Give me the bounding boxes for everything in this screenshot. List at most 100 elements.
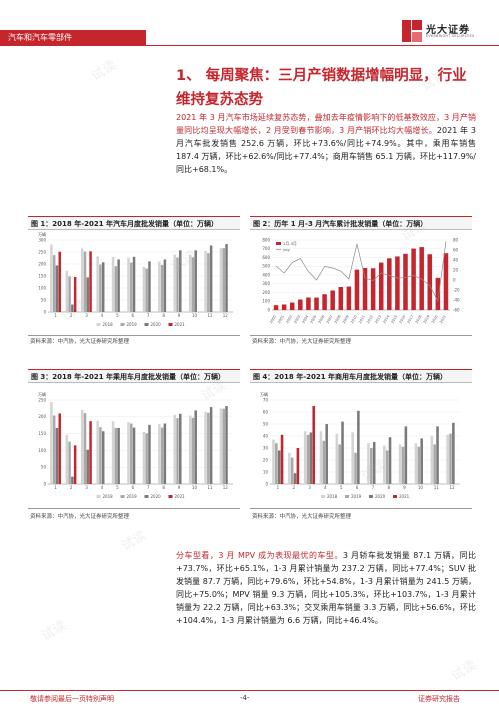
y-tick-label: 0: [43, 481, 46, 486]
bar-2020-10: [420, 438, 423, 484]
bar-2018-6: [127, 257, 130, 312]
logo-subtext: EVERBRIGHT SECURITIES: [426, 34, 475, 38]
legend-label-2021: 2021: [399, 494, 410, 499]
x-tick-label: 7: [147, 485, 150, 490]
x-tick-label: 2005: [309, 315, 317, 325]
paragraph-2-body: 3 月轿车批发销量 87.1 万辆，同比+73.7%，环比+65.1%，1-3 …: [176, 551, 477, 625]
legend-label-2021: 2021: [175, 322, 186, 327]
bar-2020-2: [71, 304, 74, 312]
bar-2020-5: [117, 427, 120, 484]
paragraph-2-highlight: 分车型看，3 月 MPV 成为表现最优的车型。: [176, 551, 343, 560]
x-tick-label: 6: [132, 485, 135, 490]
bar-2018-4: [319, 431, 323, 484]
x-tick-label: 2: [70, 485, 73, 490]
bar-2019-2: [68, 276, 71, 312]
figure-1-source: 资料来源：中汽协，光大证券研究所整理: [30, 339, 130, 345]
bar-2000: [273, 305, 279, 310]
figure-2-chart: 0 100 200 300 400 500 600 700 800 -60 -40 -20 0 20 40 6…: [262, 237, 460, 325]
x-tick-label: 4: [101, 485, 104, 490]
bar-2017: [411, 248, 416, 310]
legend-label-2019: 2019: [351, 494, 362, 499]
legend-label-2020: 2020: [151, 494, 162, 499]
bar-2019-7: [370, 448, 373, 484]
legend-swatch-2021: [393, 495, 397, 498]
bar-2021-3: [89, 251, 92, 312]
section-tag: 汽车和汽车零部件: [0, 30, 146, 46]
y-tick-label: 300: [38, 237, 46, 242]
x-tick-label: 10: [418, 485, 424, 490]
legend-swatch-bars: [276, 242, 281, 245]
legend-swatch-2019: [345, 495, 349, 498]
paragraph-1-highlight: 2021 年 3 月汽车市场延续复苏态势，叠加去年疫情影响下的低基数效应，3 月…: [176, 113, 476, 135]
bar-2020-11: [209, 245, 213, 312]
bar-2019-2: [290, 457, 294, 484]
figure-1-rule: [28, 335, 240, 336]
y-tick-label: 0: [265, 481, 268, 486]
x-tick-label: 5: [116, 485, 119, 490]
bar-2019-2: [68, 441, 71, 484]
bar-2019-3: [83, 413, 87, 484]
bar-2020-9: [179, 250, 182, 312]
bar-2019-1: [52, 415, 56, 484]
x-tick-label: 3: [308, 485, 311, 490]
bar-2020-5: [117, 259, 120, 312]
y-tick-label: 50: [263, 421, 269, 426]
x-tick-label: 4: [101, 313, 104, 318]
bar-2011: [362, 268, 368, 310]
bar-2020-7: [148, 261, 151, 312]
bar-2021-2: [73, 276, 77, 312]
x-tick-label: 6: [356, 485, 359, 490]
y-tick-label: 40: [263, 433, 269, 438]
x-tick-label: 5: [340, 485, 343, 490]
y-tick-label: 50: [41, 297, 47, 302]
bar-2020-2: [293, 473, 297, 484]
bar-2020-9: [179, 413, 182, 484]
bar-2019-7: [145, 433, 148, 484]
bar-2019-10: [417, 446, 421, 484]
y-axis-unit: 万辆: [38, 391, 46, 397]
figure-2-title: 图 2：历年 1 月-3 月汽车累计批发销量（单位：万辆）: [250, 216, 472, 230]
x-tick-label: 2014: [382, 314, 390, 324]
bar-2019-1: [275, 443, 278, 484]
y-tick-label: 10: [263, 469, 269, 474]
y-right-tick-label: -20: [453, 287, 460, 292]
bar-2019-1: [52, 255, 56, 312]
footer-rule: [0, 690, 499, 691]
x-tick-label: 2009: [342, 315, 350, 325]
legend-swatch-2021: [168, 495, 173, 498]
bar-2018-7: [142, 266, 146, 312]
legend-label-2019: 2019: [127, 322, 138, 327]
bar-2020-10: [194, 250, 197, 312]
footer-report-type: 证券研究报告: [418, 695, 460, 703]
legend-swatch-2021: [168, 323, 173, 326]
bar-2020-9: [404, 426, 408, 484]
bar-2018-7: [367, 443, 370, 484]
footer-disclaimer-link[interactable]: 敬请参阅最后一页特别声明: [30, 695, 114, 703]
bar-2018-5: [111, 257, 115, 312]
x-tick-label: 2003: [293, 315, 301, 325]
legend-label-bars: 1月-3月: [283, 241, 297, 246]
x-tick-label: 5: [116, 313, 119, 318]
bar-2019-5: [114, 266, 118, 312]
figure-1-title: 图 1：2018 年-2021 年汽车月度批发销量（单位：万辆）: [28, 216, 240, 230]
x-tick-label: 3: [85, 485, 88, 490]
x-tick-label: 11: [207, 313, 213, 318]
x-tick-label: 12: [223, 313, 229, 318]
x-tick-label: 1: [54, 313, 57, 318]
bar-2020-12: [225, 244, 228, 312]
x-tick-label: 8: [162, 485, 165, 490]
bar-2019-3: [83, 251, 87, 312]
bar-2013: [378, 262, 384, 310]
bar-2020-3: [309, 432, 313, 484]
bar-2020-4: [101, 431, 105, 484]
watermark-text: 试读: [88, 58, 120, 85]
bar-2019-8: [160, 264, 164, 312]
x-tick-label: 2002: [285, 315, 293, 325]
bar-2021-1: [58, 251, 61, 312]
bar-2002: [289, 302, 295, 310]
bar-2018-1: [50, 244, 53, 312]
bar-2019-6: [130, 423, 133, 484]
y-tick-label: 250: [38, 397, 46, 402]
bar-2019-8: [160, 427, 164, 484]
